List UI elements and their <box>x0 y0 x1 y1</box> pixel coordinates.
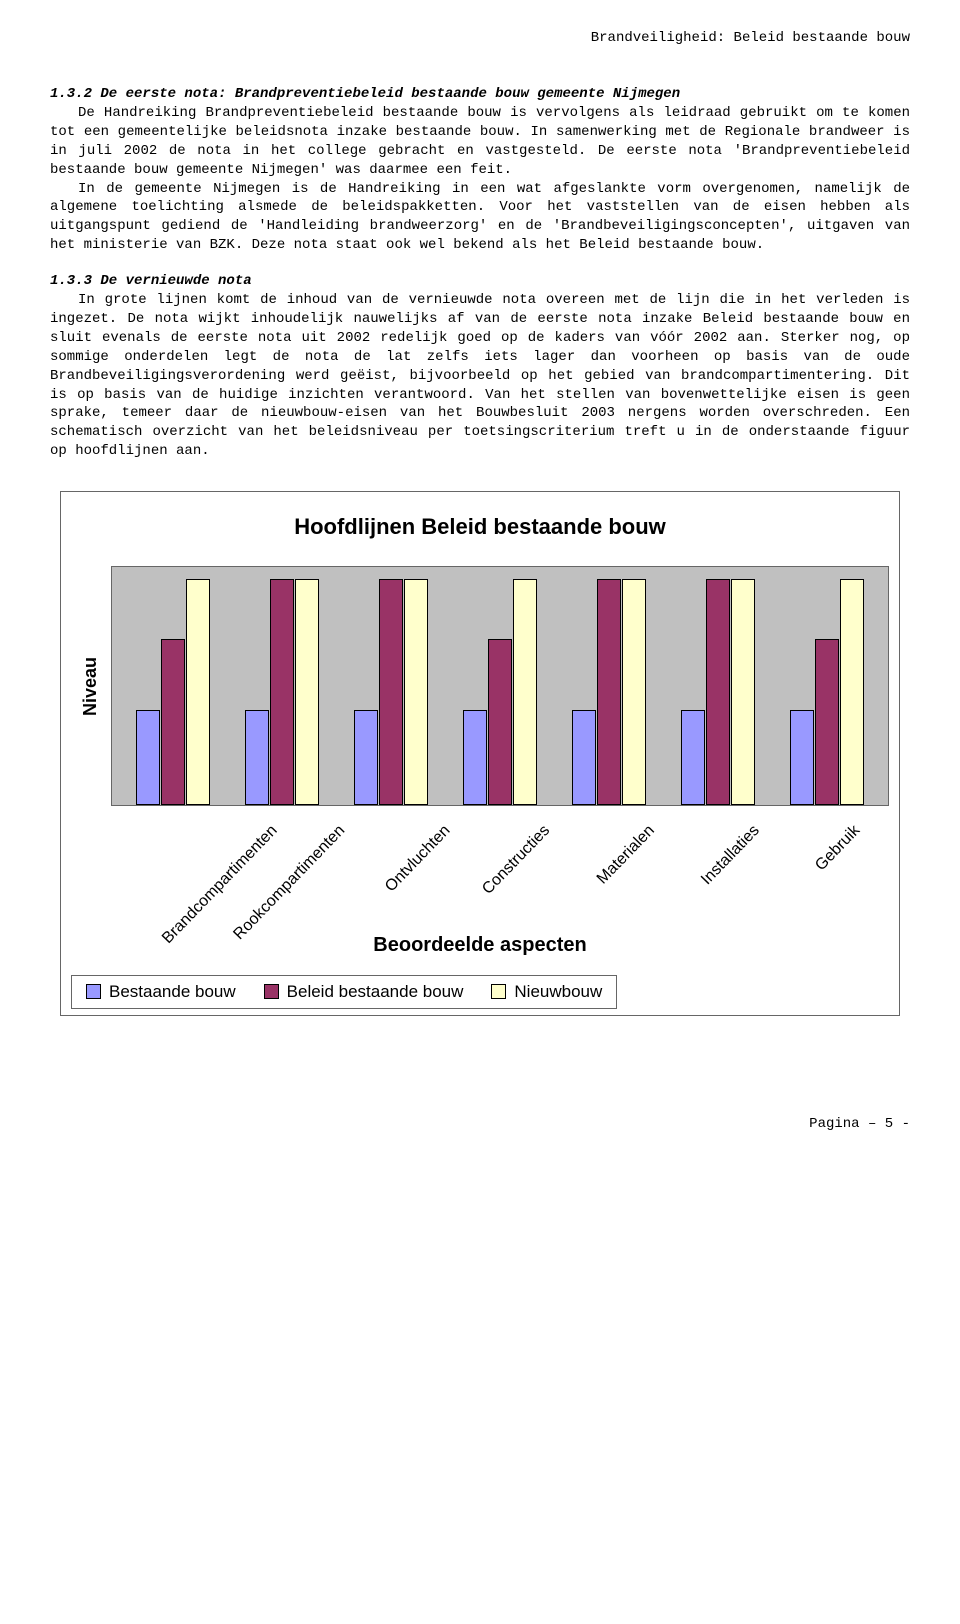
bar <box>404 579 428 805</box>
x-label: Constructies <box>479 822 554 898</box>
bar <box>186 579 210 805</box>
legend-item: Beleid bestaande bouw <box>264 982 464 1002</box>
chart-title: Hoofdlijnen Beleid bestaande bouw <box>71 514 889 540</box>
bar <box>706 579 730 805</box>
bar-group <box>572 579 646 805</box>
legend-item: Bestaande bouw <box>86 982 236 1002</box>
bar-group <box>245 579 319 805</box>
bar <box>488 639 512 806</box>
section-2-title: 1.3.3 De vernieuwde nota <box>50 273 910 289</box>
legend-label: Nieuwbouw <box>514 982 602 1001</box>
x-label: Rookcompartimenten <box>230 822 349 944</box>
y-axis-label: Niveau <box>81 657 102 716</box>
bar <box>790 710 814 805</box>
section-1-p1: De Handreiking Brandpreventiebeleid best… <box>50 104 910 180</box>
x-label: Brandcompartimenten <box>159 822 281 948</box>
page-footer: Pagina – 5 - <box>50 1116 910 1132</box>
bar <box>161 639 185 806</box>
x-axis-labels: BrandcompartimentenRookcompartimentenOnt… <box>111 806 889 926</box>
bar <box>597 579 621 805</box>
legend-label: Bestaande bouw <box>109 982 236 1001</box>
bar-group <box>136 579 210 805</box>
bar <box>622 579 646 805</box>
x-label: Gebruik <box>812 822 864 875</box>
bar <box>513 579 537 805</box>
legend-swatch <box>264 984 279 999</box>
bar-group <box>354 579 428 805</box>
chart-legend: Bestaande bouw Beleid bestaande bouw Nieuw… <box>71 975 617 1009</box>
x-label: Ontvluchten <box>382 822 454 896</box>
section-1-title: 1.3.2 De eerste nota: Brandpreventiebele… <box>50 86 910 102</box>
bar <box>136 710 160 805</box>
legend-label: Beleid bestaande bouw <box>287 982 464 1001</box>
bar <box>245 710 269 805</box>
legend-swatch <box>491 984 506 999</box>
chart-plot <box>111 566 889 806</box>
y-axis-label-wrap: Niveau <box>71 566 111 806</box>
page-header: Brandveiligheid: Beleid bestaande bouw <box>50 30 910 46</box>
bar <box>463 710 487 805</box>
bar-group <box>463 579 537 805</box>
bar <box>379 579 403 805</box>
bar <box>815 639 839 806</box>
section-2: 1.3.3 De vernieuwde nota In grote lijnen… <box>50 273 910 461</box>
bar-group <box>681 579 755 805</box>
bar-group <box>790 579 864 805</box>
chart-area: Niveau <box>71 566 889 806</box>
section-1-p2: In de gemeente Nijmegen is de Handreikin… <box>50 180 910 256</box>
bar <box>840 579 864 805</box>
bar <box>731 579 755 805</box>
bar <box>354 710 378 805</box>
bar <box>295 579 319 805</box>
section-2-p1: In grote lijnen komt de inhoud van de ve… <box>50 291 910 461</box>
x-axis-title: Beoordeelde aspecten <box>71 934 889 957</box>
x-label: Installaties <box>698 822 763 889</box>
x-label: Materialen <box>594 822 659 888</box>
bar <box>572 710 596 805</box>
section-1: 1.3.2 De eerste nota: Brandpreventiebele… <box>50 86 910 255</box>
legend-swatch <box>86 984 101 999</box>
chart-frame: Hoofdlijnen Beleid bestaande bouw Niveau… <box>60 491 900 1016</box>
bar <box>681 710 705 805</box>
bar <box>270 579 294 805</box>
legend-item: Nieuwbouw <box>491 982 602 1002</box>
